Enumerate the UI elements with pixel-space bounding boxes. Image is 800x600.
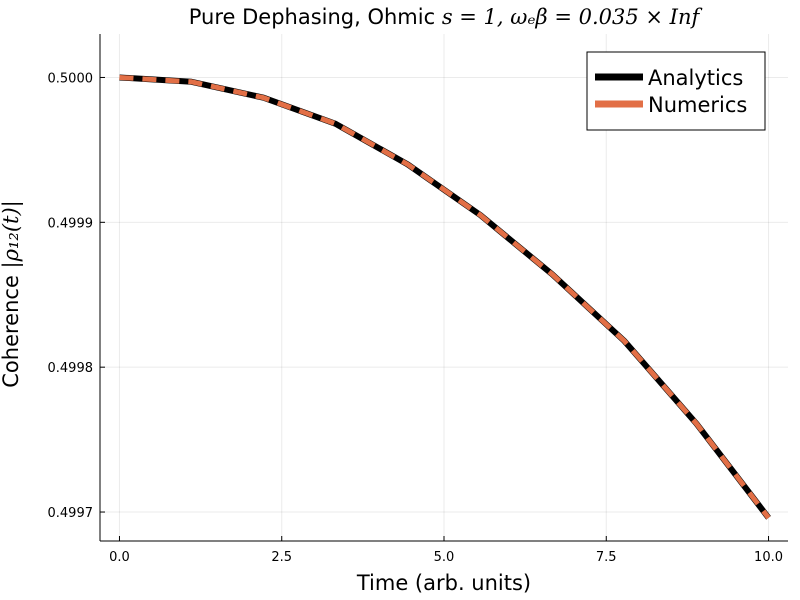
y-axis-label-text: Coherence	[0, 268, 23, 387]
legend-label-analytics: Analytics	[648, 66, 743, 90]
legend-label-numerics: Numerics	[648, 93, 747, 117]
series-layer	[119, 74, 771, 520]
y-tick-label: 0.5000	[48, 71, 94, 86]
y-tick-label: 0.4997	[48, 506, 94, 521]
x-tick-label: 2.5	[271, 550, 292, 565]
x-tick-label: 10.0	[754, 550, 783, 565]
legend-box	[586, 51, 766, 131]
y-ticks: 0.4997 0.4998 0.4999 0.5000	[48, 71, 105, 521]
series-line-numerics	[119, 74, 771, 520]
chart-title: Pure Dephasing, Ohmic s = 1, ωₑβ = 0.035…	[189, 5, 703, 29]
chart-title-math: s = 1, ωₑβ = 0.035 × Inf	[442, 5, 703, 29]
legend: Analytics Numerics	[586, 51, 766, 131]
y-axis-label: Coherence |ρ₁₂(t)|	[0, 200, 24, 387]
x-axis-label: Time (arb. units)	[356, 571, 531, 595]
x-tick-label: 0.0	[109, 550, 130, 565]
y-tick-label: 0.4998	[48, 361, 94, 376]
chart-title-text: Pure Dephasing, Ohmic	[189, 5, 442, 29]
x-ticks: 0.0 2.5 5.0 7.5 10.0	[109, 536, 783, 565]
x-tick-label: 7.5	[596, 550, 617, 565]
y-axis-label-math: |ρ₁₂(t)|	[0, 200, 24, 268]
x-tick-label: 5.0	[434, 550, 455, 565]
y-tick-label: 0.4999	[48, 216, 94, 231]
